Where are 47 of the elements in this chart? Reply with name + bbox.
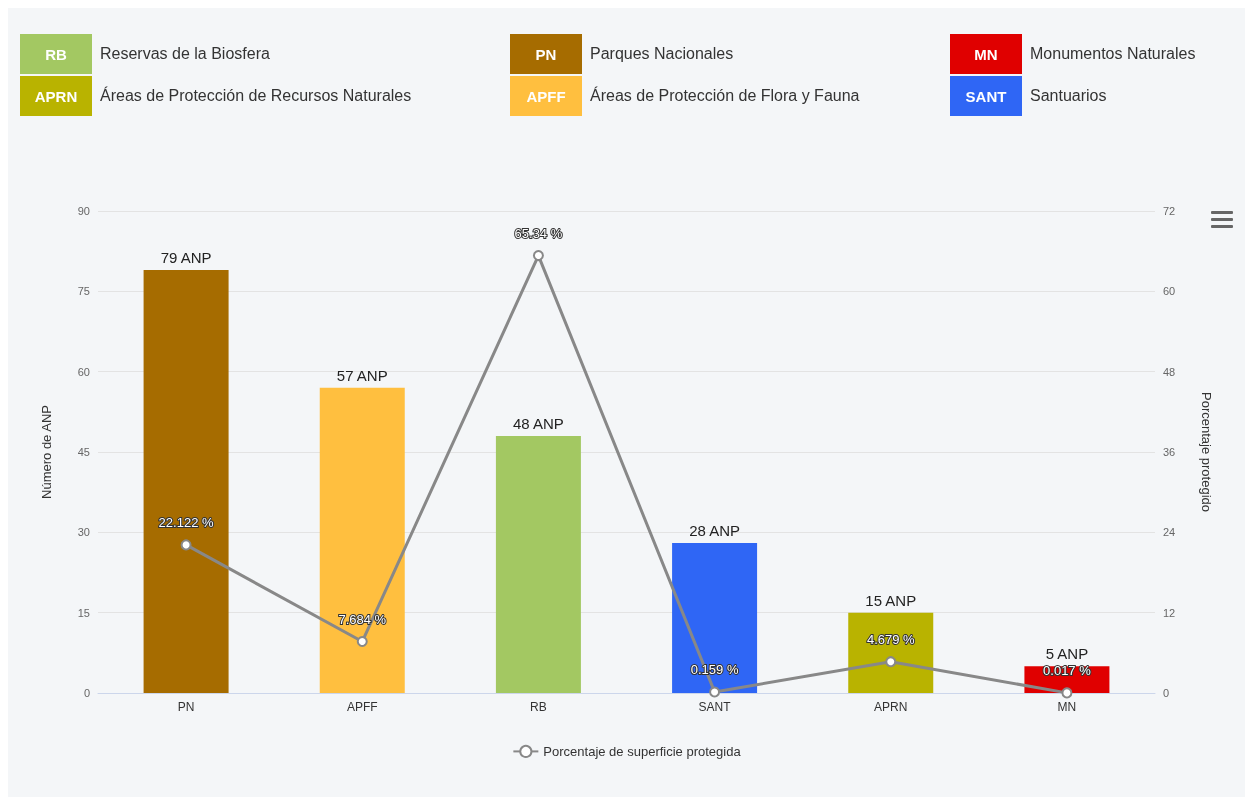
- y-tick-label: 45: [77, 446, 90, 458]
- text: Reservas de la Biosfera: [100, 45, 270, 63]
- data-label: 65.34 %: [514, 226, 563, 242]
- y-tick-label: 0: [83, 687, 90, 699]
- y2-tick-label: 36: [1163, 446, 1176, 458]
- data-label: 28 ANP: [689, 522, 741, 540]
- x-tick-label: APFF: [346, 700, 378, 714]
- y2-tick-label: 12: [1163, 606, 1176, 619]
- y-tick-label: 15: [77, 606, 90, 619]
- x-tick-label: APRN: [874, 700, 908, 714]
- category-label: PN: [535, 45, 557, 63]
- text: Monumentos Naturales: [1030, 45, 1196, 63]
- category-label: APFF: [526, 87, 566, 105]
- text: Áreas de Protección de Flora y Fauna: [590, 87, 860, 105]
- text: Santuarios: [1030, 87, 1107, 105]
- data-label: 48 ANP: [512, 414, 564, 432]
- y-tick-label: 60: [77, 365, 90, 378]
- y2-tick-label: 72: [1163, 205, 1176, 217]
- y2-tick-label: 60: [1163, 285, 1176, 298]
- text: Parques Nacionales: [590, 45, 734, 63]
- data-label: 22.122 %: [158, 515, 214, 531]
- text: Áreas de Protección de Recursos Naturales: [100, 87, 412, 105]
- y-tick-label: 30: [77, 526, 90, 539]
- x-tick-label: MN: [1057, 700, 1077, 714]
- category-label: MN: [974, 45, 998, 63]
- data-label: 4.679 %: [866, 632, 916, 648]
- data-label: 5 ANP: [1045, 645, 1089, 663]
- data-label: 15 ANP: [865, 591, 917, 609]
- category-label: RB: [45, 45, 67, 63]
- legend-label: Porcentaje de superficie protegida: [543, 743, 742, 759]
- y-tick-label: 75: [77, 285, 90, 298]
- x-tick-label: SANT: [698, 700, 732, 714]
- y-tick-label: 90: [77, 205, 90, 217]
- y2-tick-label: 48: [1163, 365, 1176, 378]
- data-label: 79 ANP: [160, 248, 212, 266]
- y2-tick-label: 0: [1163, 687, 1170, 699]
- y2-axis-title: Porcentaje protegido: [1199, 392, 1214, 512]
- x-tick-label: PN: [177, 700, 195, 714]
- data-label: 0.159 %: [690, 662, 739, 678]
- data-label: 57 ANP: [336, 366, 388, 384]
- x-tick-label: RB: [530, 700, 547, 714]
- data-label: 7.684 %: [338, 612, 387, 628]
- data-label: 0.017 %: [1043, 663, 1092, 679]
- category-label: APRN: [34, 87, 78, 105]
- y-axis-title: Número de ANP: [39, 405, 54, 499]
- category-label: SANT: [965, 87, 1007, 105]
- y2-tick-label: 24: [1163, 526, 1176, 539]
